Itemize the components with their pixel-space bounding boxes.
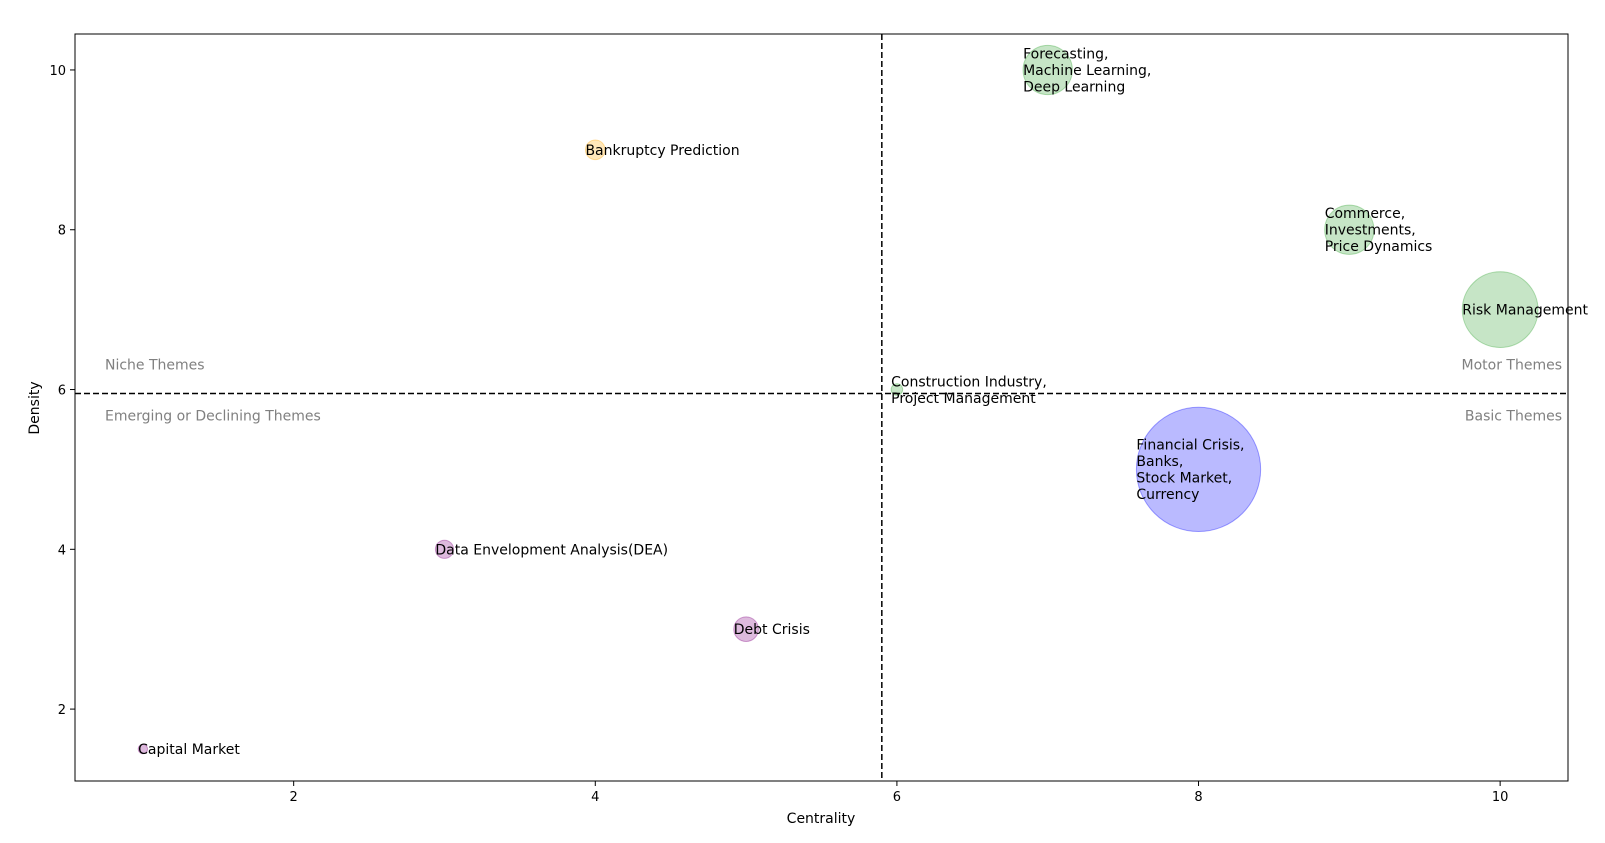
y-tick-label-8: 8 — [58, 224, 66, 239]
axes: 2 4 6 8 10 2 4 6 8 10 — [49, 64, 1508, 805]
point-labels-layer: Forecasting, Machine Learning, Deep Learni… — [138, 46, 1588, 758]
bubble-bankruptcy-prediction — [584, 139, 606, 161]
y-tick-label-4: 4 — [58, 543, 66, 558]
y-tick-label-2: 2 — [58, 703, 66, 718]
bubble-risk-management — [1461, 271, 1539, 348]
point-label-forecasting-machine-learning-deep-learning: Forecasting, Machine Learning, Deep Learni… — [1023, 46, 1151, 95]
point-label-bankruptcy-prediction: Bankruptcy Prediction — [585, 143, 739, 159]
x-tick-label-6: 6 — [893, 790, 901, 805]
y-tick-label-6: 6 — [58, 384, 66, 399]
x-axis-label: Centrality — [787, 811, 856, 827]
bubble-financial-crisis-banks-stock-market-currency — [1135, 406, 1262, 533]
y-axis-label: Density — [27, 381, 43, 434]
point-label-construction-industry-project-management: Construction Industry, Project Management — [891, 374, 1047, 407]
point-label-debt-crisis: Debt Crisis — [734, 622, 810, 638]
point-label-capital-market: Capital Market — [138, 742, 240, 758]
point-label-risk-management: Risk Management — [1462, 303, 1588, 319]
plot-frame — [74, 33, 1569, 782]
quadrant-label-basic: Basic Themes — [1465, 409, 1562, 425]
point-label-financial-crisis-banks-stock-market-currency: Financial Crisis, Banks, Stock Market, Curr… — [1136, 438, 1244, 504]
quadrant-label-niche: Niche Themes — [105, 358, 205, 374]
quadrant-label-motor: Motor Themes — [1462, 358, 1563, 374]
threshold-lines — [75, 34, 1568, 781]
bubble-data-envelopment-analysis-dea — [434, 539, 455, 559]
bubble-capital-market — [137, 743, 149, 755]
bubble-forecasting-machine-learning-deep-learning — [1022, 44, 1073, 96]
x-tick-label-4: 4 — [591, 790, 599, 805]
x-tick-label-10: 10 — [1492, 790, 1509, 805]
point-label-data-envelopment-analysis-dea: Data Envelopment Analysis(DEA) — [435, 542, 668, 558]
x-tick-label-8: 8 — [1194, 790, 1202, 805]
quadrant-labels: Niche Themes Emerging or Declining Theme… — [105, 358, 1562, 425]
bubble-commerce-investments-price-dynamics — [1324, 204, 1375, 255]
quadrant-label-emerging: Emerging or Declining Themes — [105, 409, 321, 425]
point-label-commerce-investments-price-dynamics: Commerce, Investments, Price Dynamics — [1325, 206, 1433, 255]
bubbles-layer — [137, 44, 1539, 755]
y-tick-label-10: 10 — [49, 64, 66, 79]
x-tick-label-2: 2 — [290, 790, 298, 805]
bubble-construction-industry-project-management — [890, 383, 904, 396]
bubble-debt-crisis — [733, 616, 759, 643]
